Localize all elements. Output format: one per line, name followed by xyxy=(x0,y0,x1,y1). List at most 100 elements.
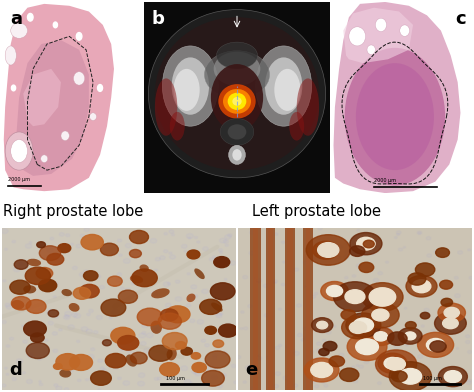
Circle shape xyxy=(467,350,472,354)
Circle shape xyxy=(109,317,112,319)
Circle shape xyxy=(243,276,247,279)
Circle shape xyxy=(181,366,188,370)
Ellipse shape xyxy=(367,45,375,54)
Circle shape xyxy=(273,280,277,283)
Circle shape xyxy=(404,307,407,309)
Circle shape xyxy=(386,361,392,365)
Circle shape xyxy=(386,311,392,315)
Circle shape xyxy=(205,326,217,334)
Circle shape xyxy=(350,246,365,256)
Circle shape xyxy=(186,304,191,307)
Circle shape xyxy=(73,287,91,299)
Text: 100 μm: 100 μm xyxy=(166,376,185,381)
Circle shape xyxy=(346,313,381,337)
Circle shape xyxy=(345,254,348,256)
Bar xyxy=(306,228,310,390)
Circle shape xyxy=(2,384,6,387)
Circle shape xyxy=(131,283,134,285)
Ellipse shape xyxy=(139,265,149,272)
Ellipse shape xyxy=(148,10,326,178)
Circle shape xyxy=(13,301,18,304)
Circle shape xyxy=(98,389,100,391)
Circle shape xyxy=(78,379,81,381)
Circle shape xyxy=(123,329,128,332)
Circle shape xyxy=(54,363,62,369)
Circle shape xyxy=(64,388,69,391)
Circle shape xyxy=(369,288,396,306)
Circle shape xyxy=(36,274,42,278)
Circle shape xyxy=(70,354,92,370)
Circle shape xyxy=(387,358,405,370)
Ellipse shape xyxy=(11,300,24,309)
Circle shape xyxy=(48,310,59,317)
Circle shape xyxy=(150,238,157,243)
Circle shape xyxy=(363,232,367,235)
Circle shape xyxy=(114,367,118,369)
Circle shape xyxy=(389,362,431,391)
Circle shape xyxy=(274,233,278,235)
Circle shape xyxy=(222,351,227,354)
Circle shape xyxy=(365,299,369,303)
Ellipse shape xyxy=(61,131,69,140)
Circle shape xyxy=(431,329,435,332)
Circle shape xyxy=(279,344,282,347)
Circle shape xyxy=(305,286,307,288)
Circle shape xyxy=(3,280,6,282)
Circle shape xyxy=(164,376,167,378)
Circle shape xyxy=(2,320,6,323)
Polygon shape xyxy=(16,40,89,176)
Circle shape xyxy=(376,316,381,319)
Circle shape xyxy=(406,345,408,346)
Circle shape xyxy=(405,321,416,329)
Circle shape xyxy=(354,250,358,254)
Circle shape xyxy=(31,333,44,342)
Circle shape xyxy=(165,303,171,307)
Text: d: d xyxy=(9,361,22,379)
Circle shape xyxy=(237,356,241,358)
Circle shape xyxy=(205,351,230,368)
Text: Left prostate lobe: Left prostate lobe xyxy=(252,204,381,219)
Circle shape xyxy=(160,363,179,376)
Ellipse shape xyxy=(265,57,302,115)
Circle shape xyxy=(26,244,32,248)
Circle shape xyxy=(324,373,328,376)
Circle shape xyxy=(216,314,222,318)
Circle shape xyxy=(250,387,256,391)
Circle shape xyxy=(122,357,126,360)
Circle shape xyxy=(55,282,58,284)
Ellipse shape xyxy=(228,124,246,140)
Circle shape xyxy=(86,329,92,334)
Circle shape xyxy=(38,309,42,310)
Ellipse shape xyxy=(27,259,41,266)
Circle shape xyxy=(427,338,445,351)
Circle shape xyxy=(438,381,441,384)
Circle shape xyxy=(456,348,459,349)
Circle shape xyxy=(80,284,99,298)
Circle shape xyxy=(65,234,70,237)
Circle shape xyxy=(388,328,391,330)
Circle shape xyxy=(161,309,178,321)
Circle shape xyxy=(26,299,46,314)
Circle shape xyxy=(310,258,313,261)
Circle shape xyxy=(356,365,359,367)
Circle shape xyxy=(440,252,445,256)
Circle shape xyxy=(248,305,252,308)
Circle shape xyxy=(391,333,393,335)
Circle shape xyxy=(197,319,203,324)
Circle shape xyxy=(425,274,427,276)
Circle shape xyxy=(441,298,453,306)
Circle shape xyxy=(48,321,54,325)
Circle shape xyxy=(219,249,223,252)
Circle shape xyxy=(118,254,122,256)
Circle shape xyxy=(388,332,407,345)
Circle shape xyxy=(317,321,328,329)
Circle shape xyxy=(465,340,470,343)
Circle shape xyxy=(297,333,302,337)
Circle shape xyxy=(359,262,374,272)
Circle shape xyxy=(55,316,59,318)
Circle shape xyxy=(321,281,348,301)
Circle shape xyxy=(354,380,358,383)
Circle shape xyxy=(288,271,293,274)
Circle shape xyxy=(201,370,224,386)
Circle shape xyxy=(267,335,270,337)
